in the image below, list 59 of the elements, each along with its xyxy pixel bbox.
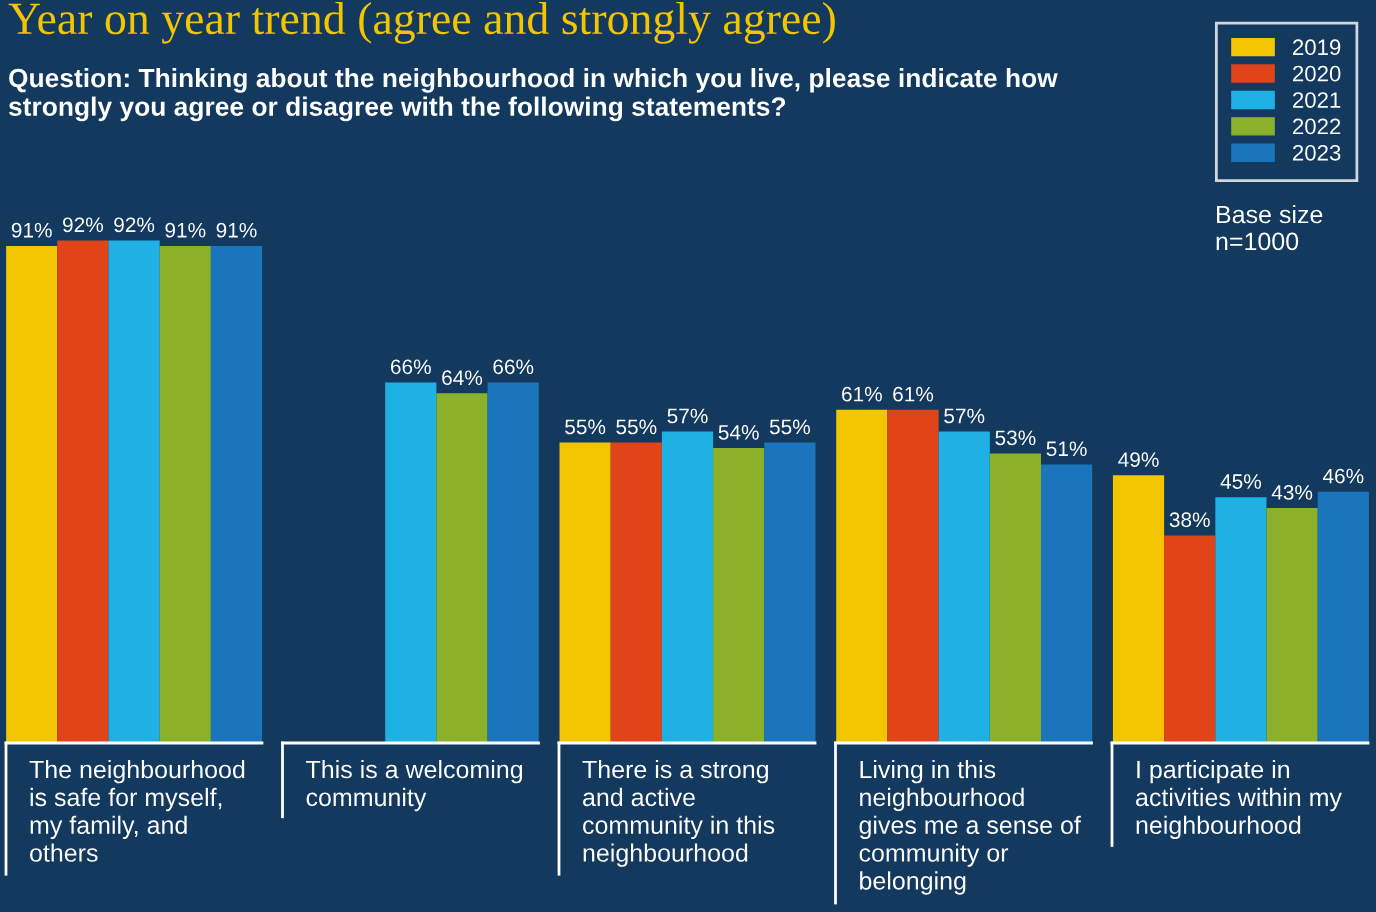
bar [1164,535,1216,743]
data-label: 92% [63,217,103,233]
x-tick-label: The neighbourhood is safe for myself, my family, and others [29,760,245,862]
bar [610,442,662,743]
data-label: 38% [1169,512,1210,528]
bar [1112,475,1165,743]
data-label: 49% [1118,452,1159,468]
bar [436,393,488,743]
data-label: 43% [1271,485,1313,500]
data-label: 91% [216,222,257,238]
legend-label: 2020 [1293,65,1341,82]
x-tick-label: There is a strong and active community in this neighbourhood [582,760,775,867]
data-label: 46% [1322,468,1364,484]
data-label: 53% [995,430,1036,446]
data-label: 57% [944,408,985,424]
x-tick-label: I participate in activities within my neighbourhood [1136,760,1342,839]
bar [159,245,211,743]
bar [57,240,109,743]
data-label: 55% [565,419,606,435]
data-label: 55% [769,419,810,435]
bar [385,382,437,743]
data-label: 61% [842,386,882,402]
data-label: 45% [1220,474,1262,489]
data-label: 64% [442,370,483,386]
bar [661,431,714,743]
bar [1266,508,1318,743]
data-label: 91% [11,222,52,238]
bar [713,448,765,743]
data-label: 92% [114,217,155,233]
bar [989,453,1041,743]
bar [938,431,990,743]
data-label: 54% [718,425,759,440]
bar [487,382,539,743]
bar [108,240,160,743]
x-tick-label: Living in this neighbourhood gives me a sense of community or belonging [859,760,1081,895]
bar [210,245,263,743]
legend-label: 2023 [1293,144,1341,161]
legend-label: 2022 [1293,118,1341,135]
chart-subtitle: Question: Thinking about the neighbourhood in which you live, please indicate how strongly you agree or disagree with the following statements? [8,68,1058,122]
bar [6,245,58,743]
data-label: 91% [165,222,206,238]
bar [764,442,816,743]
chart-title: Year on year trend (agree and strongly agree) [8,2,835,44]
data-label: 61% [893,386,934,402]
bar [887,409,939,743]
data-label: 66% [391,359,431,375]
data-label: 57% [667,408,708,424]
bar [1317,491,1369,743]
data-label: 66% [493,359,534,375]
bar [1215,497,1267,743]
annotation: Base size n=1000 [1216,205,1323,251]
x-tick-label: This is a welcoming community [306,760,523,812]
bar [836,409,888,743]
legend-label: 2021 [1293,92,1341,108]
data-label: 55% [616,419,657,435]
legend-label: 2019 [1293,39,1341,56]
data-label: 51% [1046,441,1087,457]
bar [559,442,611,743]
bar [1040,464,1093,743]
